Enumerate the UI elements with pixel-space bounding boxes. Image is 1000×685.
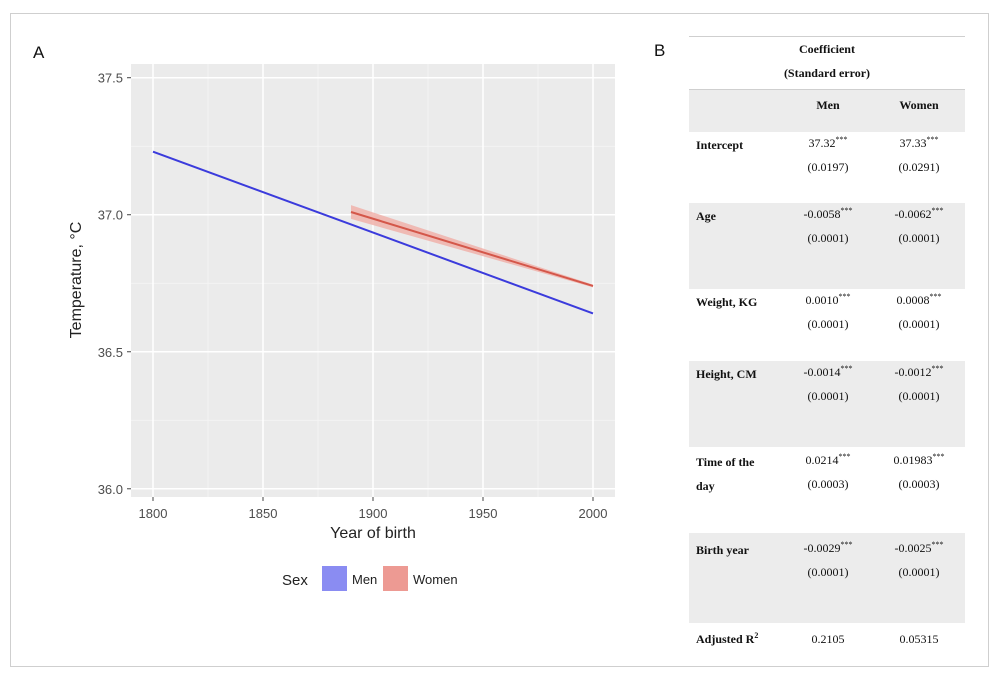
women-coef: 0.01983*** (893, 452, 945, 468)
men-coef: 0.0214*** (805, 452, 851, 468)
legend-label-men: Men (352, 572, 377, 587)
men-coef: 37.32*** (808, 135, 848, 151)
women-adj-r2: 0.05315 (899, 632, 939, 646)
x-tick-label: 1950 (469, 506, 498, 521)
men-adj-r2: 0.2105 (811, 632, 845, 646)
women-coef: -0.0025*** (894, 540, 944, 556)
women-coef: 37.33*** (899, 135, 939, 151)
table-row-time-of-day: Time of the day 0.0214*** 0.01983*** (0.… (689, 447, 965, 533)
row-label: Birth year (696, 543, 749, 557)
row-label: Height, CM (696, 367, 757, 381)
x-axis: 1800 1850 1900 1950 2000 (139, 497, 608, 521)
y-axis: 36.0 36.5 37.0 37.5 (98, 71, 131, 497)
panel-a-label: A (33, 43, 45, 62)
women-se: (0.0001) (898, 389, 940, 403)
series-layer (152, 150, 594, 315)
women-coef: 0.0008*** (896, 292, 942, 308)
x-axis-label: Year of birth (330, 525, 416, 542)
table-row-weight: Weight, KG 0.0010*** 0.0008*** (0.0001) … (689, 289, 965, 361)
men-se: (0.0001) (807, 317, 849, 331)
table-row-height: Height, CM -0.0014*** -0.0012*** (0.0001… (689, 361, 965, 447)
women-se: (0.0001) (898, 565, 940, 579)
table-row-birth-year: Birth year -0.0029*** -0.0025*** (0.0001… (689, 533, 965, 623)
y-tick-label: 36.0 (98, 482, 123, 497)
table-row-age: Age -0.0058*** -0.0062*** (0.0001) (0.00… (689, 203, 965, 289)
row-label: Time of the (696, 455, 755, 469)
table-row-intercept: Intercept 37.32*** 37.33*** (0.0197) (0.… (689, 131, 965, 203)
men-se: (0.0001) (807, 231, 849, 245)
x-tick-label: 1800 (139, 506, 168, 521)
men-se: (0.0003) (807, 477, 849, 491)
series-line-women (350, 211, 594, 287)
men-coef: -0.0029*** (803, 540, 853, 556)
row-label-line2: day (696, 479, 715, 493)
legend-swatch-women (383, 566, 408, 591)
table-top-rule (689, 36, 965, 37)
men-coef: -0.0058*** (803, 206, 853, 222)
legend-swatch-men (322, 566, 347, 591)
women-se: (0.0001) (898, 231, 940, 245)
table-column-header-row: Men Women (689, 89, 965, 132)
series-line-men (152, 150, 594, 315)
grid-major (131, 64, 615, 497)
y-axis-label: Temperature, °C (68, 222, 85, 339)
x-tick-label: 2000 (579, 506, 608, 521)
row-label: Weight, KG (696, 295, 758, 309)
women-coef: -0.0012*** (894, 364, 944, 380)
men-coef: 0.0010*** (805, 292, 851, 308)
legend-title: Sex (282, 572, 308, 589)
legend-label-women: Women (413, 572, 458, 587)
row-label: Intercept (696, 138, 744, 152)
figure-frame (10, 13, 989, 667)
panel-b-label: B (654, 41, 666, 60)
women-se: (0.0003) (898, 477, 940, 491)
women-se: (0.0001) (898, 317, 940, 331)
col-header-men: Men (816, 98, 840, 112)
x-tick-label: 1900 (359, 506, 388, 521)
table-header-standard-error: (Standard error) (783, 66, 871, 80)
men-se: (0.0001) (807, 389, 849, 403)
table-header-coefficient: Coefficient (799, 42, 855, 56)
legend: Sex Men Women (282, 566, 458, 591)
women-se: (0.0291) (898, 160, 940, 174)
women-coef: -0.0062*** (894, 206, 944, 222)
y-tick-label: 37.0 (98, 208, 123, 223)
row-label: Adjusted R2 (696, 631, 759, 647)
temperature-chart: 36.0 36.5 37.0 37.5 1800 1850 1900 1950 2000 Ye… (68, 64, 615, 591)
men-coef: -0.0014*** (803, 364, 853, 380)
x-tick-label: 1850 (249, 506, 278, 521)
y-tick-label: 36.5 (98, 345, 123, 360)
col-header-women: Women (899, 98, 939, 112)
y-tick-label: 37.5 (98, 71, 123, 86)
men-se: (0.0197) (807, 160, 849, 174)
men-se: (0.0001) (807, 565, 849, 579)
row-label: Age (696, 209, 716, 223)
table-row-adjusted-r2: Adjusted R2 0.2105 0.05315 (689, 623, 965, 657)
